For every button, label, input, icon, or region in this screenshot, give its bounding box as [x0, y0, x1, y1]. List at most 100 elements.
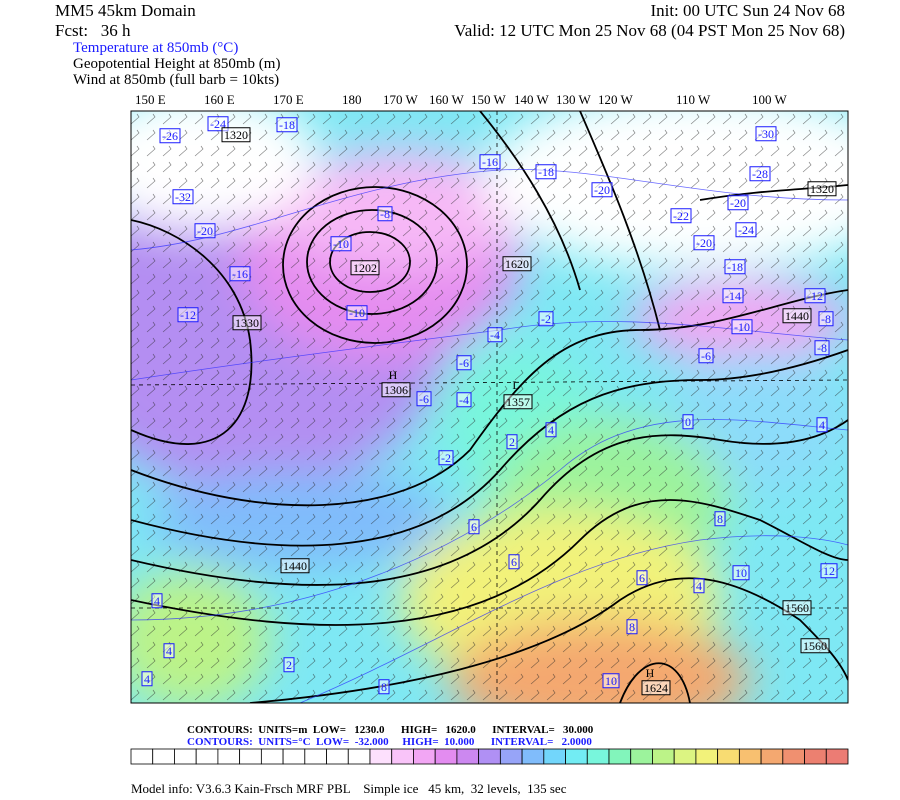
height-contour-info: CONTOURS: UNITS=m LOW= 1230.0 HIGH= 1620…	[187, 724, 594, 736]
temperature-label-group: 6	[636, 570, 648, 586]
temperature-label-group: -2	[538, 311, 554, 327]
temperature-label: -10	[349, 306, 365, 320]
temperature-label: 10	[735, 566, 747, 580]
longitude-label: 160 E	[204, 92, 235, 107]
temperature-label-group: -32	[172, 189, 194, 205]
temperature-label-group: -10	[346, 305, 368, 321]
temperature-label-box	[670, 208, 692, 224]
temperature-label: -18	[727, 260, 743, 274]
temperature-label: -8	[817, 341, 827, 355]
longitude-label: 120 W	[598, 92, 634, 107]
temperature-label-group: -18	[535, 164, 557, 180]
height-label-group: 1440	[280, 558, 310, 574]
map-frame	[130, 110, 849, 704]
temperature-label-group: -16	[479, 154, 501, 170]
temperature-label-box	[545, 422, 557, 438]
temperature-label-group: 2	[283, 657, 295, 673]
temperature-label-group: -22	[670, 208, 692, 224]
temperature-label: -20	[594, 183, 610, 197]
colorbar-swatch	[195, 748, 219, 765]
colorbar-swatch	[434, 748, 458, 765]
colorbar-swatch	[608, 748, 632, 765]
height-label: 1320	[810, 182, 834, 196]
colorbar-swatch	[152, 748, 175, 765]
colorbar-swatch	[782, 748, 805, 765]
temperature-label-group: 4	[141, 671, 153, 687]
temperature-label: -4	[459, 393, 469, 407]
valid-time: Valid: 12 UTC Mon 25 Nov 68 (04 PST Mon …	[454, 21, 845, 40]
temperature-label-group: 8	[714, 511, 726, 527]
longitude-label: 140 W	[514, 92, 550, 107]
temperature-label-group: -20	[591, 182, 613, 198]
height-label: 1560	[785, 601, 809, 615]
longitude-label: 180	[342, 92, 362, 107]
temperature-contour-info: CONTOURS: UNITS=°C LOW= -32.000 HIGH= 10…	[187, 736, 592, 748]
temperature-label-group: -10	[330, 236, 352, 252]
temperature-label: 4	[154, 594, 160, 608]
temperature-label: -26	[162, 129, 178, 143]
temperature-label-box	[636, 570, 648, 586]
height-label-group: 1320	[221, 127, 251, 143]
temperature-label-box	[177, 307, 199, 323]
temperature-label: 8	[717, 512, 723, 526]
temperature-label-box	[283, 657, 295, 673]
temperature-label: -8	[380, 207, 390, 221]
height-label-box	[280, 558, 310, 574]
colorbar-swatch	[760, 748, 784, 765]
temperature-label-group: -8	[818, 311, 834, 327]
temperature-label-group: -20	[727, 195, 749, 211]
temperature-label-box	[163, 643, 175, 659]
temperature-label: 8	[629, 620, 635, 634]
colorbar-swatch	[673, 748, 697, 765]
colorbar-swatch	[282, 748, 306, 765]
temperature-label: 4	[696, 579, 702, 593]
temperature-label-group: 4	[163, 643, 175, 659]
height-label-group: 1202	[350, 260, 380, 276]
temperature-label-group: -20	[194, 223, 216, 239]
temperature-label-box	[479, 154, 501, 170]
temperature-label-box	[535, 164, 557, 180]
height-label-box	[221, 127, 251, 143]
temperature-label-box	[804, 288, 826, 304]
longitude-label: 170 E	[273, 92, 304, 107]
longitude-label: 150 E	[135, 92, 166, 107]
height-label-box	[381, 382, 411, 398]
temperature-label-box	[722, 288, 744, 304]
colorbar-swatch	[804, 748, 827, 765]
height-label: 1440	[283, 559, 307, 573]
colorbar-swatch	[260, 748, 284, 765]
temperature-label-box	[330, 236, 352, 252]
temperature-label-box	[159, 128, 181, 144]
colorbar-swatch	[543, 748, 566, 765]
temperature-label-box	[602, 673, 620, 689]
temperature-label: 4	[548, 423, 554, 437]
colorbar-swatch	[239, 748, 262, 765]
pressure-center: L	[512, 378, 519, 392]
longitude-label: 150 W	[471, 92, 507, 107]
temperature-label: -20	[197, 224, 213, 238]
height-label-group: 1320	[807, 181, 837, 197]
temperature-label-box	[693, 578, 705, 594]
colorbar-swatch	[413, 748, 436, 765]
longitude-label: 100 W	[752, 92, 788, 107]
height-label: 1320	[224, 128, 248, 142]
temperature-label-box	[416, 391, 432, 407]
temperature-label: -10	[734, 320, 750, 334]
colorbar-swatch	[391, 748, 414, 765]
temperature-label-group: 2	[506, 434, 518, 450]
height-label: 1440	[785, 309, 809, 323]
height-label-box	[641, 680, 671, 696]
temperature-label-box	[194, 223, 216, 239]
temperature-label: -12	[180, 308, 196, 322]
temperature-label: -6	[701, 349, 711, 363]
colorbar-swatch	[130, 748, 154, 765]
temperature-label-group: -12	[177, 307, 199, 323]
temperature-label-group: -18	[276, 117, 298, 133]
temperature-label-box	[456, 355, 472, 371]
temperature-label: 2	[509, 435, 515, 449]
temperature-label-box	[735, 222, 757, 238]
temperature-label-box	[378, 679, 390, 695]
temperature-label-box	[731, 319, 753, 335]
temperature-label: -20	[730, 196, 746, 210]
